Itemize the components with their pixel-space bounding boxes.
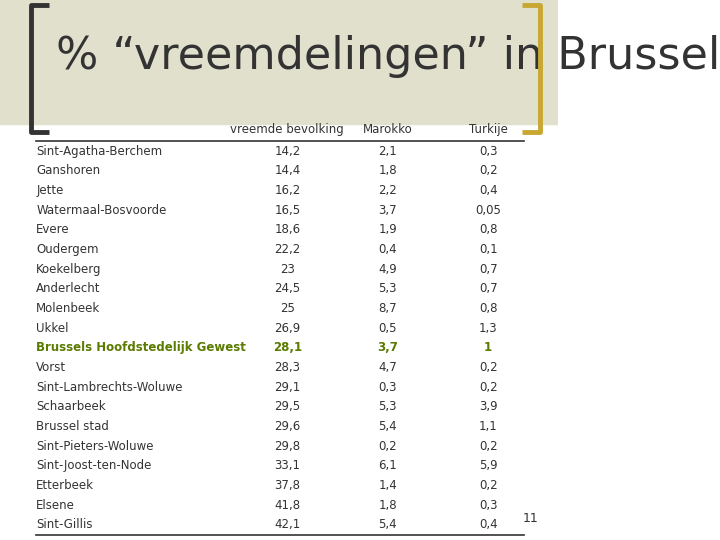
Text: 14,4: 14,4 [274, 165, 300, 178]
Text: 1,4: 1,4 [379, 479, 397, 492]
Text: Sint-Lambrechts-Woluwe: Sint-Lambrechts-Woluwe [36, 381, 183, 394]
Text: 0,4: 0,4 [479, 184, 498, 197]
Text: 0,4: 0,4 [479, 518, 498, 531]
Text: Marokko: Marokko [363, 123, 413, 136]
Text: 29,5: 29,5 [274, 400, 300, 413]
Text: 1,3: 1,3 [479, 322, 498, 335]
Text: 1,8: 1,8 [379, 498, 397, 511]
Bar [0, 0, 558, 124]
Text: 5,4: 5,4 [379, 518, 397, 531]
Text: 3,7: 3,7 [379, 204, 397, 217]
Text: 1,8: 1,8 [379, 165, 397, 178]
Text: 22,2: 22,2 [274, 243, 300, 256]
Text: 0,1: 0,1 [479, 243, 498, 256]
Text: 0,7: 0,7 [479, 282, 498, 295]
Text: 0,05: 0,05 [475, 204, 501, 217]
Text: 11: 11 [523, 512, 539, 525]
Text: Ukkel: Ukkel [36, 322, 69, 335]
Text: Elsene: Elsene [36, 498, 75, 511]
Text: Etterbeek: Etterbeek [36, 479, 94, 492]
Text: 18,6: 18,6 [274, 224, 300, 237]
Text: 6,1: 6,1 [379, 460, 397, 472]
Text: 0,2: 0,2 [379, 440, 397, 453]
Text: 41,8: 41,8 [274, 498, 300, 511]
Text: 29,6: 29,6 [274, 420, 300, 433]
Text: 2,1: 2,1 [379, 145, 397, 158]
Text: 3,9: 3,9 [479, 400, 498, 413]
Text: 0,2: 0,2 [479, 361, 498, 374]
Text: vreemde bevolking: vreemde bevolking [230, 123, 344, 136]
Text: Vorst: Vorst [36, 361, 66, 374]
Text: 28,1: 28,1 [273, 341, 302, 354]
Text: 0,8: 0,8 [479, 224, 498, 237]
Text: Ganshoren: Ganshoren [36, 165, 100, 178]
Text: Turkije: Turkije [469, 123, 508, 136]
Text: 0,2: 0,2 [479, 165, 498, 178]
Text: 0,7: 0,7 [479, 263, 498, 276]
Text: 5,3: 5,3 [379, 400, 397, 413]
Text: Brussels Hoofdstedelijk Gewest: Brussels Hoofdstedelijk Gewest [36, 341, 246, 354]
Text: 24,5: 24,5 [274, 282, 300, 295]
Text: 25: 25 [280, 302, 294, 315]
Text: 2,2: 2,2 [379, 184, 397, 197]
Text: 5,4: 5,4 [379, 420, 397, 433]
Text: 0,8: 0,8 [479, 302, 498, 315]
Text: 37,8: 37,8 [274, 479, 300, 492]
Text: 5,9: 5,9 [479, 460, 498, 472]
Text: Evere: Evere [36, 224, 70, 237]
Text: 28,3: 28,3 [274, 361, 300, 374]
Text: Molenbeek: Molenbeek [36, 302, 101, 315]
Text: 0,5: 0,5 [379, 322, 397, 335]
Text: Sint-Agatha-Berchem: Sint-Agatha-Berchem [36, 145, 163, 158]
Text: 42,1: 42,1 [274, 518, 300, 531]
Text: 1: 1 [484, 341, 492, 354]
Text: 26,9: 26,9 [274, 322, 300, 335]
Text: Schaarbeek: Schaarbeek [36, 400, 106, 413]
Text: 0,2: 0,2 [479, 479, 498, 492]
Text: 16,2: 16,2 [274, 184, 300, 197]
Text: 0,3: 0,3 [479, 498, 498, 511]
Text: Koekelberg: Koekelberg [36, 263, 102, 276]
Text: 0,3: 0,3 [379, 381, 397, 394]
Text: 0,4: 0,4 [379, 243, 397, 256]
Text: Sint-Joost-ten-Node: Sint-Joost-ten-Node [36, 460, 152, 472]
Text: Jette: Jette [36, 184, 63, 197]
Text: 29,1: 29,1 [274, 381, 300, 394]
Text: 8,7: 8,7 [379, 302, 397, 315]
Text: 4,9: 4,9 [379, 263, 397, 276]
Text: 4,7: 4,7 [379, 361, 397, 374]
Text: 1,9: 1,9 [379, 224, 397, 237]
Text: % “vreemdelingen” in Brussel: % “vreemdelingen” in Brussel [55, 35, 720, 78]
Text: 1,1: 1,1 [479, 420, 498, 433]
Text: 5,3: 5,3 [379, 282, 397, 295]
Text: Sint-Gillis: Sint-Gillis [36, 518, 93, 531]
Text: 23: 23 [280, 263, 294, 276]
Text: Watermaal-Bosvoorde: Watermaal-Bosvoorde [36, 204, 166, 217]
Text: 0,2: 0,2 [479, 381, 498, 394]
Text: Oudergem: Oudergem [36, 243, 99, 256]
Text: Sint-Pieters-Woluwe: Sint-Pieters-Woluwe [36, 440, 154, 453]
Text: 0,3: 0,3 [479, 145, 498, 158]
Text: 16,5: 16,5 [274, 204, 300, 217]
Text: 0,2: 0,2 [479, 440, 498, 453]
Text: 3,7: 3,7 [377, 341, 398, 354]
Text: 29,8: 29,8 [274, 440, 300, 453]
Text: 14,2: 14,2 [274, 145, 300, 158]
Text: Anderlecht: Anderlecht [36, 282, 101, 295]
Text: 33,1: 33,1 [274, 460, 300, 472]
Text: Brussel stad: Brussel stad [36, 420, 109, 433]
